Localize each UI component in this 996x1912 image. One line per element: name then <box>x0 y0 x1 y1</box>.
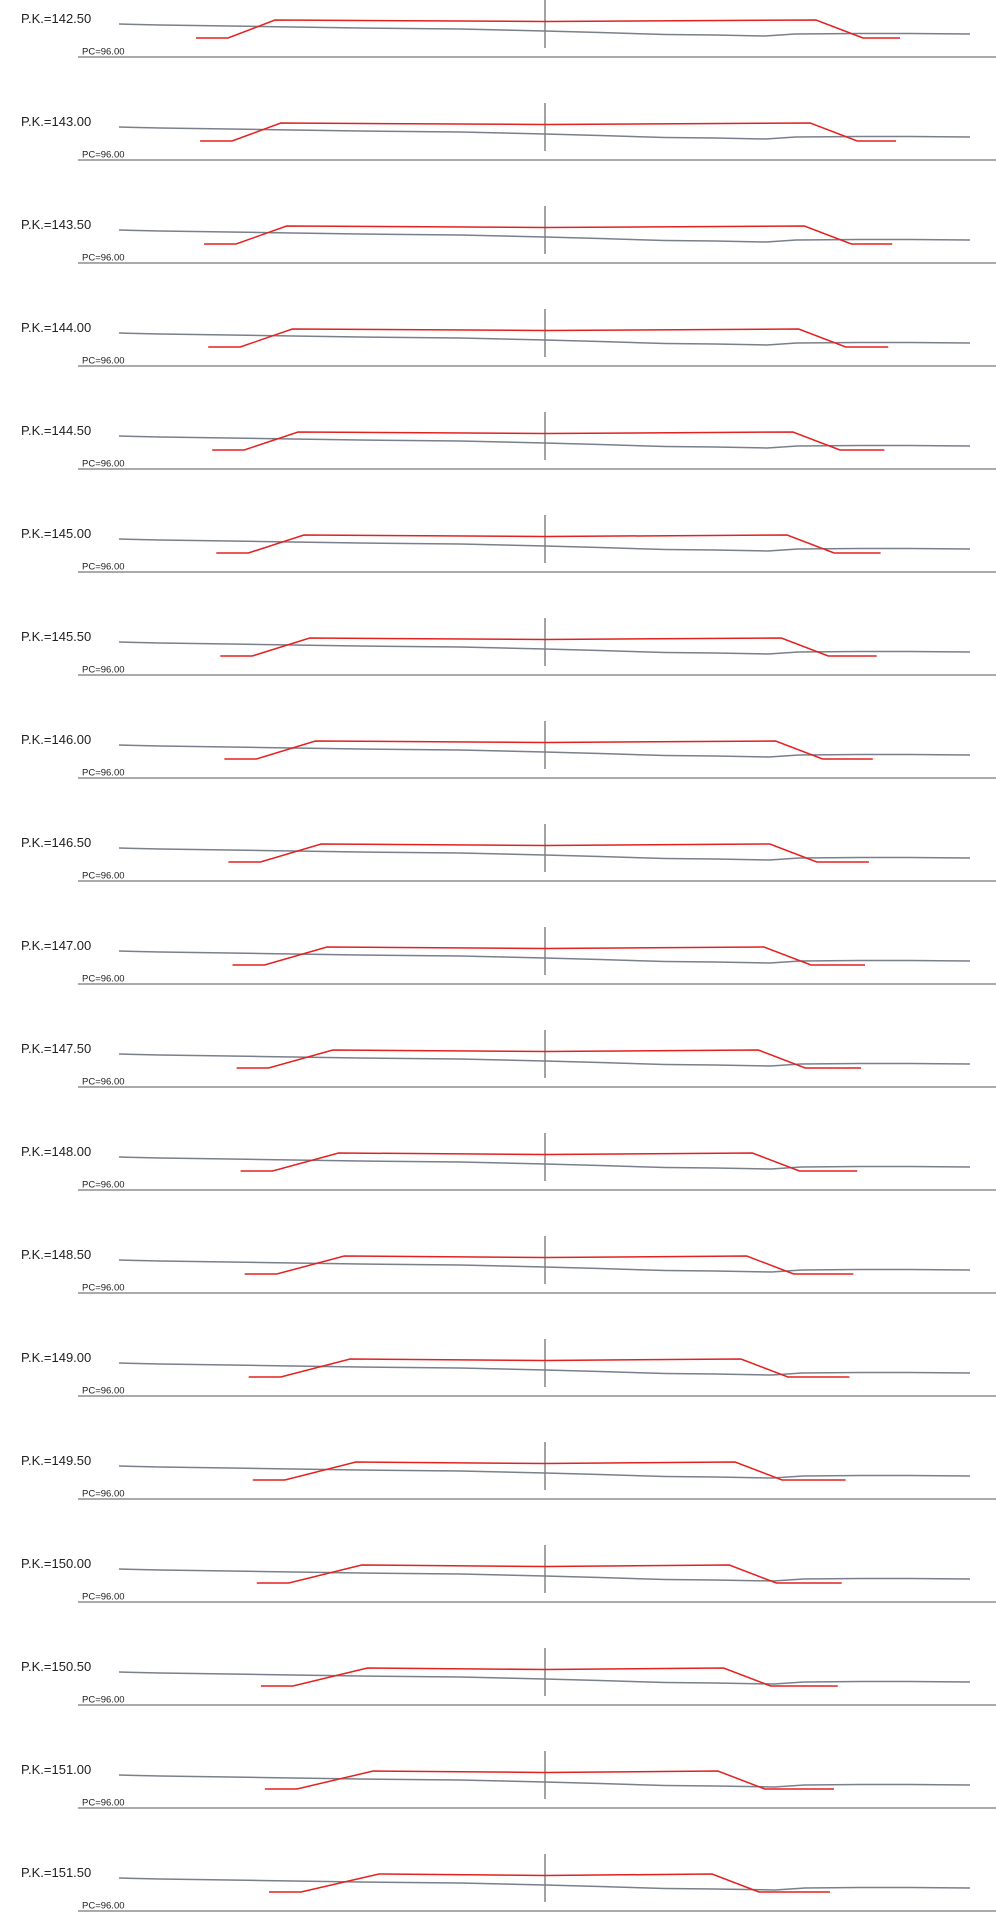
datum-label: PC=96.00 <box>82 1489 125 1500</box>
datum-label: PC=96.00 <box>82 253 125 264</box>
station-label: P.K.=144.00 <box>21 320 91 335</box>
station-label: P.K.=146.50 <box>21 835 91 850</box>
cross-section: P.K.=146.00 PC=96.00 <box>21 721 996 779</box>
cross-section: P.K.=150.50 PC=96.00 <box>21 1648 996 1706</box>
terrain-profile <box>118 1774 971 1788</box>
design-profile <box>228 843 869 863</box>
station-label: P.K.=148.00 <box>21 1144 91 1159</box>
cross-section: P.K.=142.50 PC=96.00 <box>21 0 996 58</box>
station-label: P.K.=142.50 <box>21 11 91 26</box>
station-label: P.K.=146.00 <box>21 732 91 747</box>
station-label: P.K.=145.50 <box>21 629 91 644</box>
terrain-profile <box>118 950 971 964</box>
cross-section: P.K.=146.50 PC=96.00 <box>21 824 996 882</box>
design-profile <box>216 534 881 554</box>
datum-label: PC=96.00 <box>82 1695 125 1706</box>
cross-section: P.K.=149.00 PC=96.00 <box>21 1339 996 1397</box>
station-label: P.K.=147.50 <box>21 1041 91 1056</box>
design-profile <box>236 1049 862 1069</box>
station-label: P.K.=150.50 <box>21 1659 91 1674</box>
terrain-profile <box>118 23 971 37</box>
datum-label: PC=96.00 <box>82 1798 125 1809</box>
station-label: P.K.=143.00 <box>21 114 91 129</box>
cross-section: P.K.=144.00 PC=96.00 <box>21 309 996 367</box>
terrain-profile <box>118 744 971 758</box>
design-profile <box>248 1358 850 1378</box>
datum-label: PC=96.00 <box>82 974 125 985</box>
design-profile <box>204 225 893 245</box>
datum-label: PC=96.00 <box>82 1283 125 1294</box>
datum-label: PC=96.00 <box>82 1901 125 1912</box>
cross-section: P.K.=145.00 PC=96.00 <box>21 515 996 573</box>
cross-section: P.K.=147.00 PC=96.00 <box>21 927 996 985</box>
station-label: P.K.=144.50 <box>21 423 91 438</box>
cross-section: P.K.=145.50 PC=96.00 <box>21 618 996 676</box>
design-profile <box>264 1770 834 1790</box>
design-profile <box>208 328 889 348</box>
design-profile <box>212 431 885 451</box>
datum-label: PC=96.00 <box>82 150 125 161</box>
datum-label: PC=96.00 <box>82 1180 125 1191</box>
station-label: P.K.=147.00 <box>21 938 91 953</box>
design-profile <box>220 637 877 657</box>
design-profile <box>269 1873 830 1893</box>
terrain-profile <box>118 332 971 346</box>
terrain-profile <box>118 1671 971 1685</box>
design-profile <box>232 946 865 966</box>
station-label: P.K.=149.50 <box>21 1453 91 1468</box>
design-profile <box>240 1152 858 1172</box>
datum-label: PC=96.00 <box>82 562 125 573</box>
design-profile <box>260 1667 838 1687</box>
cross-section: P.K.=143.50 PC=96.00 <box>21 206 996 264</box>
terrain-profile <box>118 1259 971 1273</box>
terrain-profile <box>118 1053 971 1067</box>
station-label: P.K.=148.50 <box>21 1247 91 1262</box>
datum-label: PC=96.00 <box>82 459 125 470</box>
datum-label: PC=96.00 <box>82 665 125 676</box>
design-profile <box>252 1461 846 1481</box>
terrain-profile <box>118 1465 971 1479</box>
terrain-profile <box>118 847 971 861</box>
datum-label: PC=96.00 <box>82 1592 125 1603</box>
datum-label: PC=96.00 <box>82 356 125 367</box>
terrain-profile <box>118 538 971 552</box>
terrain-profile <box>118 229 971 243</box>
cross-section: P.K.=149.50 PC=96.00 <box>21 1442 996 1500</box>
terrain-profile <box>118 1362 971 1376</box>
terrain-profile <box>118 435 971 449</box>
cross-section: P.K.=151.00 PC=96.00 <box>21 1751 996 1809</box>
design-profile <box>244 1255 854 1275</box>
design-profile <box>196 19 900 39</box>
datum-label: PC=96.00 <box>82 768 125 779</box>
cross-section: P.K.=148.50 PC=96.00 <box>21 1236 996 1294</box>
cross-section: P.K.=147.50 PC=96.00 <box>21 1030 996 1088</box>
station-label: P.K.=150.00 <box>21 1556 91 1571</box>
terrain-profile <box>118 641 971 655</box>
terrain-profile <box>118 1877 971 1891</box>
design-profile <box>200 122 897 142</box>
design-profile <box>256 1564 842 1584</box>
cross-section: P.K.=143.00 PC=96.00 <box>21 103 996 161</box>
terrain-profile <box>118 126 971 140</box>
cross-section: P.K.=148.00 PC=96.00 <box>21 1133 996 1191</box>
station-label: P.K.=143.50 <box>21 217 91 232</box>
terrain-profile <box>118 1568 971 1582</box>
cross-section: P.K.=151.50 PC=96.00 <box>21 1854 996 1912</box>
design-profile <box>224 740 873 760</box>
terrain-profile <box>118 1156 971 1170</box>
datum-label: PC=96.00 <box>82 871 125 882</box>
cross-section: P.K.=144.50 PC=96.00 <box>21 412 996 470</box>
station-label: P.K.=145.00 <box>21 526 91 541</box>
station-label: P.K.=151.50 <box>21 1865 91 1880</box>
station-label: P.K.=151.00 <box>21 1762 91 1777</box>
datum-label: PC=96.00 <box>82 1386 125 1397</box>
datum-label: PC=96.00 <box>82 47 125 58</box>
cross-section: P.K.=150.00 PC=96.00 <box>21 1545 996 1603</box>
station-label: P.K.=149.00 <box>21 1350 91 1365</box>
datum-label: PC=96.00 <box>82 1077 125 1088</box>
